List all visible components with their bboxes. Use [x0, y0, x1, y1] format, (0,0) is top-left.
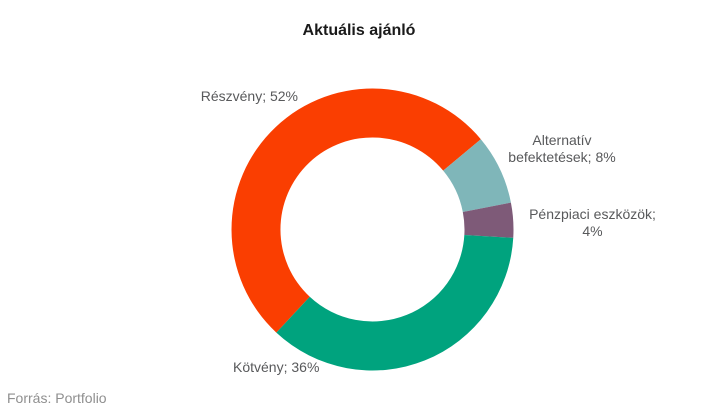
slice-label-text: 4% [582, 223, 603, 239]
slice-label-text: Részvény; 52% [200, 88, 298, 104]
slice-kotveny[interactable] [276, 234, 514, 371]
donut-slices [231, 88, 514, 371]
chart-title: Aktuális ajánló [302, 22, 416, 39]
slice-label-text: Kötvény; 36% [233, 359, 320, 375]
slice-label-text: Pénzpiaci eszközök; [529, 206, 656, 222]
slice-label-kotveny: Kötvény; 36% [233, 359, 383, 376]
slice-label-reszveny: Részvény; 52% [150, 88, 298, 105]
slice-label-penzpiaci-eszkozok: Pénzpiaci eszközök; 4% [510, 206, 675, 240]
slice-reszveny[interactable] [231, 88, 481, 333]
slice-alternativ-befektetesek[interactable] [443, 139, 511, 212]
slice-label-text: Alternatív [532, 132, 592, 148]
slice-penzpiaci-eszkozok[interactable] [462, 202, 514, 238]
slice-label-alternativ-befektetesek: Alternatív befektetések; 8% [497, 132, 627, 166]
slice-label-text: befektetések; 8% [508, 149, 616, 165]
source-note: Forrás: Portfolio [7, 390, 107, 406]
